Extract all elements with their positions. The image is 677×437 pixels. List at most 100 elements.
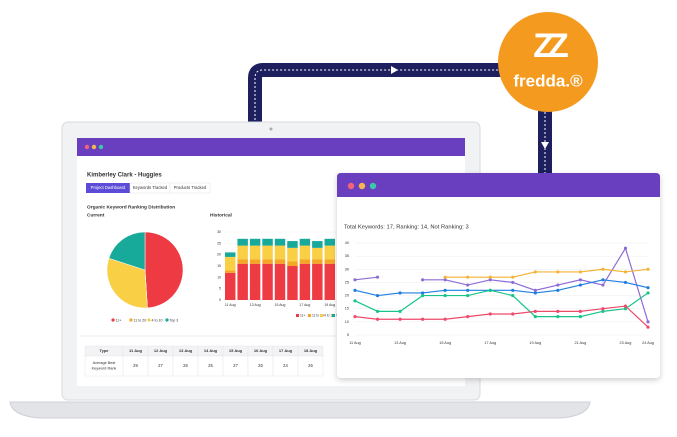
- window-body: [337, 173, 660, 378]
- bar-segment: [262, 238, 273, 246]
- y-tick-label: 25: [345, 280, 349, 284]
- x-tick-label: 13 Aug: [394, 341, 406, 345]
- y-tick-label: 30: [217, 230, 221, 234]
- point: [601, 267, 605, 271]
- x-tick-label: 23 Aug: [620, 341, 632, 345]
- series-line: [445, 268, 649, 278]
- y-tick-label: 10: [217, 275, 221, 279]
- table-header: 14 Aug: [204, 348, 218, 353]
- table-cell-text: 29: [133, 363, 138, 368]
- point: [623, 304, 628, 308]
- x-tick-label: 19 Aug: [529, 341, 541, 345]
- bar-segment: [274, 263, 286, 300]
- point: [466, 275, 470, 279]
- tab-active[interactable]: [86, 183, 130, 193]
- table-cell-text: 27: [158, 363, 163, 368]
- tab[interactable]: Products Tracked: [174, 185, 207, 190]
- point: [488, 278, 492, 282]
- table-header: 15 Aug: [229, 348, 243, 353]
- point: [421, 317, 425, 321]
- point: [353, 315, 357, 319]
- bar-segment: [312, 247, 323, 260]
- table-cell-text: 24: [283, 363, 288, 368]
- point: [443, 293, 447, 298]
- bar-segment: [224, 270, 236, 273]
- bar-segment: [287, 266, 298, 300]
- window-header: [337, 173, 660, 197]
- point: [375, 293, 380, 298]
- point: [488, 312, 492, 316]
- legend-swatch: [111, 318, 115, 322]
- bar-segment: [324, 263, 336, 300]
- bar-segment: [274, 259, 286, 264]
- table-cell-text: 26: [258, 363, 263, 368]
- legend-swatch: [308, 314, 311, 317]
- point: [488, 275, 492, 279]
- point: [646, 325, 650, 329]
- bar-segment: [299, 259, 311, 264]
- y-tick-label: 15: [217, 264, 221, 268]
- x-tick-label: 15 Aug: [439, 341, 451, 345]
- point: [443, 278, 447, 282]
- bar-segment: [299, 238, 311, 246]
- point: [578, 315, 582, 319]
- point: [556, 283, 560, 287]
- point: [646, 267, 650, 271]
- y-tick-label: 5: [347, 333, 349, 337]
- tab[interactable]: Keywords Tracked: [133, 185, 168, 190]
- table-header: 12 Aug: [154, 348, 168, 353]
- logo-mark: ZZ: [533, 27, 568, 65]
- pie-slice: [106, 257, 148, 309]
- table-cell-text: 26: [183, 363, 188, 368]
- table-header: 16 Aug: [254, 348, 268, 353]
- series-line: [354, 289, 649, 318]
- point: [601, 283, 605, 287]
- point: [578, 278, 582, 282]
- point: [578, 309, 582, 313]
- point: [443, 317, 447, 321]
- bar-segment: [287, 261, 298, 266]
- table-cell-text: 25: [208, 363, 213, 368]
- window-header: [77, 138, 465, 156]
- point: [375, 317, 380, 321]
- legend-label: 11+: [116, 318, 122, 322]
- point: [511, 280, 515, 285]
- arrow: [541, 142, 549, 149]
- bar-segment: [262, 259, 273, 264]
- point: [466, 283, 470, 287]
- legend-swatch: [332, 314, 335, 317]
- x-tick-label: 11 Aug: [225, 303, 236, 307]
- point: [601, 307, 605, 311]
- section-title: Organic Keyword Ranking Distribution: [87, 204, 175, 210]
- point: [601, 278, 605, 282]
- point: [601, 309, 605, 313]
- point: [533, 315, 537, 319]
- x-tick-label: 21 Aug: [574, 341, 586, 345]
- y-tick-label: 30: [345, 267, 349, 271]
- bar-segment: [262, 263, 273, 300]
- legend-swatch: [165, 318, 169, 322]
- y-tick-label: 15: [345, 307, 349, 311]
- point: [398, 309, 402, 313]
- point: [533, 270, 537, 274]
- tab[interactable]: Project Dashboard: [91, 185, 126, 190]
- table-cell-text: 27: [233, 363, 238, 368]
- bar-segment: [312, 259, 323, 264]
- point: [578, 270, 582, 274]
- logo-text: fredda.®: [513, 71, 583, 90]
- point: [556, 288, 560, 292]
- dot: [91, 144, 97, 150]
- bar-segment: [237, 263, 248, 300]
- camera: [269, 127, 273, 131]
- table-header: 17 Aug: [279, 348, 293, 353]
- bar-segment: [324, 245, 336, 260]
- dot: [84, 144, 90, 150]
- point: [398, 317, 402, 321]
- point: [398, 291, 402, 295]
- laptop-base: [9, 401, 591, 419]
- point: [556, 309, 560, 313]
- point: [421, 278, 425, 282]
- tab[interactable]: [169, 182, 211, 194]
- legend-label: 11+: [300, 314, 305, 318]
